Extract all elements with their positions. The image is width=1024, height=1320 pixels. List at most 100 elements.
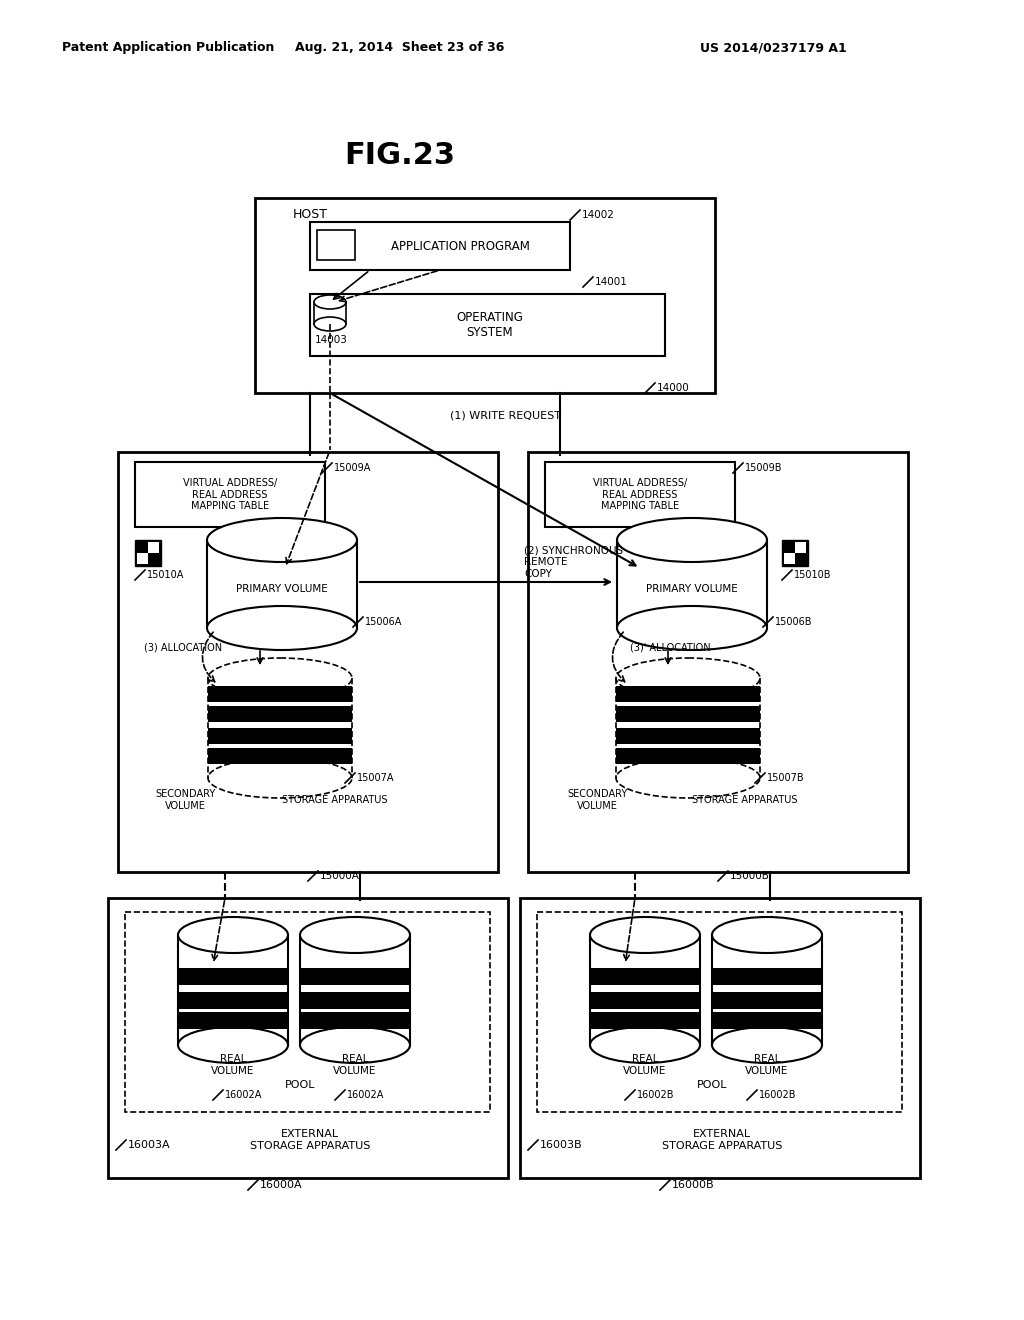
Bar [537,912,902,1111]
Bar [616,748,760,764]
Bar [782,540,808,566]
Text: US 2014/0237179 A1: US 2014/0237179 A1 [700,41,847,54]
Text: 16002A: 16002A [347,1090,384,1100]
Text: 15000A: 15000A [319,871,359,880]
Text: SECONDARY
VOLUME: SECONDARY VOLUME [155,789,215,810]
Text: EXTERNAL
STORAGE APPARATUS: EXTERNAL STORAGE APPARATUS [250,1129,371,1151]
Text: 15009A: 15009A [334,463,372,473]
Bar [616,729,760,744]
Text: 14000: 14000 [657,383,690,393]
Bar [135,462,325,527]
Text: SECONDARY
VOLUME: SECONDARY VOLUME [567,789,627,810]
Text: Aug. 21, 2014  Sheet 23 of 36: Aug. 21, 2014 Sheet 23 of 36 [295,41,505,54]
Bar [135,540,161,566]
Text: STORAGE APPARATUS: STORAGE APPARATUS [283,795,388,805]
Text: VIRTUAL ADDRESS/
REAL ADDRESS
MAPPING TABLE: VIRTUAL ADDRESS/ REAL ADDRESS MAPPING TA… [183,478,278,511]
Text: VIRTUAL ADDRESS/
REAL ADDRESS
MAPPING TABLE: VIRTUAL ADDRESS/ REAL ADDRESS MAPPING TA… [593,478,687,511]
Bar [310,222,570,271]
Bar [520,898,920,1177]
Text: 16002B: 16002B [759,1090,797,1100]
Text: (3)' ALLOCATION: (3)' ALLOCATION [630,643,711,653]
Bar [617,540,767,628]
Text: 16003B: 16003B [540,1140,583,1150]
Text: 15007B: 15007B [767,774,805,783]
Text: 14002: 14002 [582,210,614,220]
Ellipse shape [314,317,346,331]
Bar [300,968,410,985]
Bar [208,729,352,744]
Bar [208,706,352,722]
Bar [300,935,410,1045]
Bar [118,451,498,873]
Bar [178,968,288,985]
Bar [178,1012,288,1028]
Ellipse shape [617,606,767,649]
Bar [590,935,700,1045]
Text: 15006A: 15006A [365,616,402,627]
Ellipse shape [207,606,357,649]
Bar [255,198,715,393]
Text: 15010A: 15010A [147,570,184,579]
Bar [590,968,700,985]
Bar [590,993,700,1008]
Text: HOST: HOST [293,207,328,220]
Text: POOL: POOL [696,1080,727,1090]
Bar [712,993,822,1008]
Ellipse shape [712,917,822,953]
Ellipse shape [617,517,767,562]
Ellipse shape [207,517,357,562]
Bar [310,294,665,356]
Text: 16003A: 16003A [128,1140,171,1150]
Bar [208,748,352,764]
Bar [616,706,760,722]
Bar [712,1012,822,1028]
Ellipse shape [314,294,346,309]
Text: PRIMARY VOLUME: PRIMARY VOLUME [646,583,738,594]
Bar [125,912,490,1111]
Ellipse shape [300,1027,410,1063]
Text: FIG.23: FIG.23 [344,140,456,169]
Bar [314,302,346,323]
Bar [137,553,147,564]
Text: (1) WRITE REQUEST: (1) WRITE REQUEST [450,411,561,420]
Bar [300,993,410,1008]
Text: PRIMARY VOLUME: PRIMARY VOLUME [237,583,328,594]
Bar [712,968,822,985]
Text: 16002A: 16002A [225,1090,262,1100]
Bar [108,898,508,1177]
Ellipse shape [712,1027,822,1063]
Text: POOL: POOL [285,1080,315,1090]
Text: REAL
VOLUME: REAL VOLUME [211,1055,255,1076]
Bar [795,541,806,553]
Bar [616,686,760,702]
Text: Patent Application Publication: Patent Application Publication [62,41,274,54]
Bar [317,230,355,260]
Text: (3) ALLOCATION: (3) ALLOCATION [144,643,222,653]
Bar [178,935,288,1045]
Text: 16000A: 16000A [260,1180,303,1191]
Ellipse shape [178,1027,288,1063]
Text: REAL
VOLUME: REAL VOLUME [624,1055,667,1076]
Text: REAL
VOLUME: REAL VOLUME [745,1055,788,1076]
Bar [545,462,735,527]
Bar [590,1012,700,1028]
Text: 15007A: 15007A [357,774,394,783]
Bar [178,993,288,1008]
Text: EXTERNAL
STORAGE APPARATUS: EXTERNAL STORAGE APPARATUS [662,1129,782,1151]
Bar [207,540,357,628]
Ellipse shape [300,917,410,953]
Ellipse shape [178,917,288,953]
Text: 15010B: 15010B [794,570,831,579]
Bar [528,451,908,873]
Text: 14003: 14003 [315,335,348,345]
Text: 15006B: 15006B [775,616,812,627]
Bar [148,541,159,553]
Text: REAL
VOLUME: REAL VOLUME [334,1055,377,1076]
Text: OPERATING
SYSTEM: OPERATING SYSTEM [457,312,523,339]
Text: STORAGE APPARATUS: STORAGE APPARATUS [692,795,798,805]
Bar [208,686,352,702]
Text: 14001: 14001 [595,277,628,286]
Ellipse shape [590,1027,700,1063]
Ellipse shape [590,917,700,953]
Text: 15009B: 15009B [745,463,782,473]
